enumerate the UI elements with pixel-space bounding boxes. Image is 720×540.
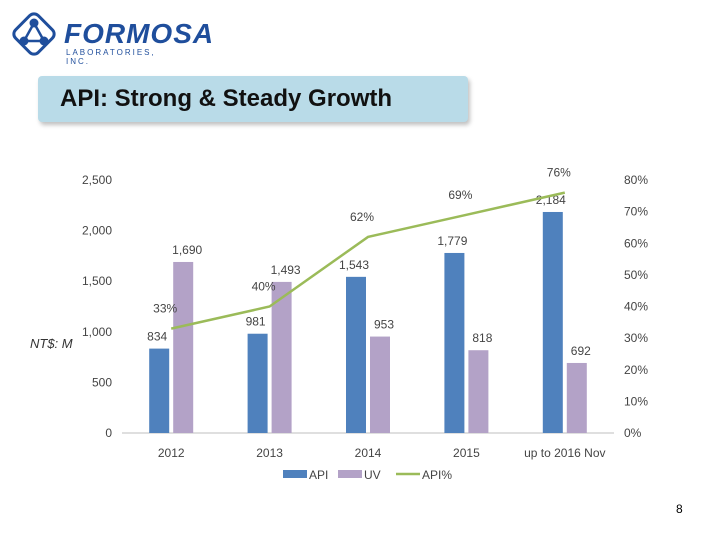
company-logo: FORMOSA LABORATORIES, INC. bbox=[12, 12, 213, 66]
y-left-tick-label: 2,000 bbox=[82, 224, 112, 238]
api-pct-value-label: 33% bbox=[153, 302, 177, 316]
y-right-tick-label: 70% bbox=[624, 205, 648, 219]
title-banner: API: Strong & Steady Growth bbox=[38, 76, 468, 122]
logo-emblem-icon bbox=[12, 12, 56, 56]
x-category-label: 2014 bbox=[355, 446, 382, 460]
api-value-label: 1,779 bbox=[437, 234, 467, 248]
legend-entry-label: API% bbox=[422, 468, 452, 482]
uv-value-label: 953 bbox=[374, 318, 394, 332]
api-pct-value-label: 76% bbox=[547, 166, 571, 180]
legend-entry-label: API bbox=[309, 468, 328, 482]
uv-bar bbox=[468, 350, 489, 433]
y-right-tick-label: 60% bbox=[624, 236, 648, 250]
logo-tagline: LABORATORIES, INC. bbox=[66, 48, 156, 66]
y-left-tick-label: 500 bbox=[92, 375, 112, 389]
y-right-tick-label: 0% bbox=[624, 426, 642, 440]
api-pct-value-label: 69% bbox=[448, 188, 472, 202]
uv-value-label: 1,690 bbox=[172, 243, 202, 257]
y-left-tick-label: 2,500 bbox=[82, 173, 112, 187]
api-value-label: 1,543 bbox=[339, 258, 369, 272]
legend-entry-label: UV bbox=[364, 468, 381, 482]
y-right-tick-label: 30% bbox=[624, 331, 648, 345]
y-right-tick-label: 80% bbox=[624, 173, 648, 187]
legend-swatch bbox=[283, 470, 307, 478]
legend-swatch bbox=[338, 470, 362, 478]
api-bar bbox=[444, 252, 465, 433]
uv-bar bbox=[173, 261, 194, 433]
uv-bar bbox=[370, 336, 390, 433]
uv-value-label: 818 bbox=[472, 331, 492, 345]
x-category-label: 2013 bbox=[256, 446, 283, 460]
api-pct-value-label: 40% bbox=[252, 280, 276, 294]
unit-label: NT$: M bbox=[30, 336, 73, 351]
y-right-tick-label: 10% bbox=[624, 394, 648, 408]
x-category-label: up to 2016 Nov bbox=[524, 446, 605, 460]
y-right-tick-label: 40% bbox=[624, 300, 648, 314]
api-bar bbox=[346, 276, 366, 433]
y-left-tick-label: 1,000 bbox=[82, 325, 112, 339]
x-category-label: 2012 bbox=[158, 446, 185, 460]
page-number: 8 bbox=[676, 502, 683, 516]
y-left-tick-label: 1,500 bbox=[82, 274, 112, 288]
y-left-tick-label: 0 bbox=[105, 426, 112, 440]
api-value-label: 834 bbox=[147, 330, 167, 344]
page-title: API: Strong & Steady Growth bbox=[60, 85, 393, 112]
api-value-label: 981 bbox=[246, 315, 266, 329]
uv-bar bbox=[271, 281, 292, 433]
y-right-tick-label: 50% bbox=[624, 268, 648, 282]
logo-wordmark: FORMOSA bbox=[64, 18, 215, 49]
api-bar bbox=[542, 211, 563, 433]
api-bar bbox=[247, 333, 268, 433]
uv-value-label: 1,493 bbox=[271, 263, 301, 277]
uv-value-label: 692 bbox=[571, 344, 591, 358]
y-right-tick-label: 20% bbox=[624, 363, 648, 377]
x-category-label: 2015 bbox=[453, 446, 480, 460]
api-bar bbox=[149, 348, 170, 433]
api-pct-value-label: 62% bbox=[350, 210, 374, 224]
uv-bar bbox=[566, 362, 587, 433]
api-pct-line bbox=[170, 191, 566, 330]
